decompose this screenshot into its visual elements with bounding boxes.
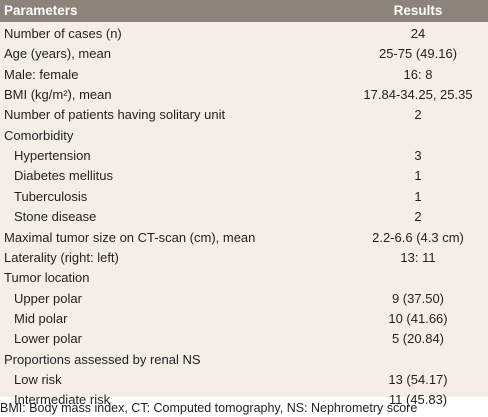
row-result: 3 <box>414 148 422 164</box>
sub-row-label: Lower polar <box>14 331 82 347</box>
row-result: 2 <box>414 107 422 123</box>
sub-row-label: Stone disease <box>14 209 97 225</box>
row-result: 24 <box>410 26 426 41</box>
header-cell: Parameters <box>4 3 78 18</box>
row-result: 9 (37.50) <box>391 290 445 306</box>
row-result: 5 (20.84) <box>391 331 445 347</box>
sub-row-label: Intermediate risk <box>14 392 111 408</box>
row-result: 1 <box>414 168 422 184</box>
row-result: 16: 8 <box>403 66 433 82</box>
footnote: BMI: Body mass index, CT: Computed tomog… <box>0 401 418 415</box>
sub-row-label: Mid polar <box>14 310 68 326</box>
row-result: 2.2-6.6 (4.3 cm) <box>372 229 464 245</box>
row-label: Male: female <box>4 66 79 82</box>
row-result: 10 (41.66) <box>388 310 448 326</box>
row-label: Number of cases (n) <box>4 26 122 41</box>
row-result: 17.84-34.25, 25.35 <box>363 87 473 103</box>
row-result: 13: 11 <box>400 249 436 265</box>
header-cell: Results <box>393 3 443 18</box>
sub-row-label: Upper polar <box>14 290 82 306</box>
row-label: Age (years), mean <box>4 46 111 62</box>
row-result: 1 <box>414 188 422 204</box>
row-label: Proportions assessed by renal NS <box>4 351 201 367</box>
row-label: Comorbidity <box>4 127 74 143</box>
sub-row-label: Low risk <box>14 371 62 387</box>
row-result: 2 <box>414 209 422 225</box>
row-label: Maximal tumor size on CT-scan (cm), mean <box>4 229 256 245</box>
row-result: 13 (54.17) <box>388 371 448 387</box>
table-header: Parameters Results <box>0 0 488 22</box>
sub-row-label: Diabetes mellitus <box>14 168 113 184</box>
row-label: Laterality (right: left) <box>4 249 119 265</box>
row-label: BMI (kg/m²), mean <box>4 87 112 103</box>
sub-row-label: Tuberculosis <box>14 188 88 204</box>
sub-row-label: Hypertension <box>14 148 91 164</box>
table: Parameters Results Number of cases (n) 24… <box>0 0 488 407</box>
row-label: Tumor location <box>4 270 90 286</box>
row-result: 11 (45.83) <box>388 392 448 408</box>
row-label: Number of patients having solitary unit <box>4 107 226 123</box>
row-result: 25-75 (49.16) <box>378 46 458 62</box>
